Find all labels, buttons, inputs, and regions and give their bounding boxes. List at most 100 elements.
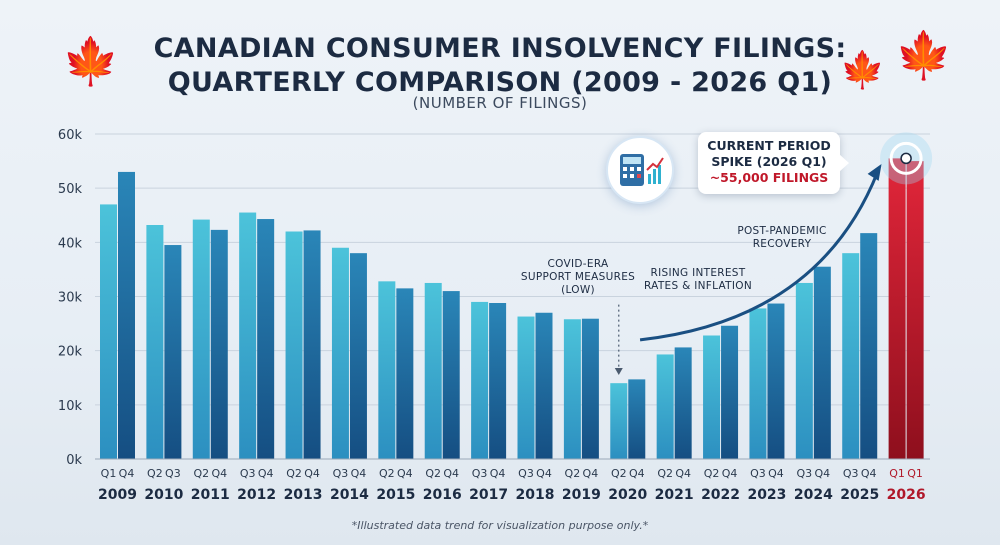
bar (628, 379, 646, 459)
year-label: 2015 (376, 487, 415, 503)
covid-line1: COVID-ERA (547, 258, 609, 270)
quarter-label: Q3 (518, 467, 534, 480)
quarter-label: Q3 (843, 467, 859, 480)
quarter-label: Q3 (796, 467, 812, 480)
bar (517, 316, 535, 459)
quarter-label: Q4 (861, 467, 877, 480)
bar (349, 253, 367, 459)
bar (257, 219, 275, 459)
year-label: 2025 (840, 487, 879, 503)
chart-title: CANADIAN CONSUMER INSOLVENCY FILINGS: QU… (0, 32, 1000, 100)
quarter-label: Q2 (704, 467, 720, 480)
bar (489, 303, 507, 459)
quarter-label: Q4 (629, 467, 645, 480)
quarter-label: Q1 (907, 467, 923, 480)
year-label: 2020 (608, 487, 647, 503)
bar (239, 212, 257, 459)
quarter-label: Q4 (443, 467, 459, 480)
chart-title-line1: CANADIAN CONSUMER INSOLVENCY FILINGS: (153, 33, 847, 64)
bar (396, 288, 414, 459)
quarter-label: Q2 (147, 467, 163, 480)
bar (118, 171, 135, 459)
calculator-chart-icon (606, 136, 674, 204)
y-tick-label: 20k (58, 345, 83, 360)
quarter-label: Q4 (211, 467, 227, 480)
bar (842, 253, 860, 459)
recovery-annotation: POST-PANDEMIC RECOVERY (724, 225, 840, 251)
covid-annotation: COVID-ERA SUPPORT MEASURES (LOW) (520, 258, 636, 297)
footnote: *Illustrated data trend for visualizatio… (351, 519, 649, 532)
rates-line2: RATES & INFLATION (644, 280, 752, 292)
bar (703, 335, 721, 459)
year-label: 2016 (423, 487, 462, 503)
highlight-dot (900, 152, 912, 165)
bar (610, 383, 628, 459)
trend-arrow-head (867, 163, 882, 181)
year-label: 2013 (284, 487, 323, 503)
bar (285, 231, 303, 459)
quarter-label: Q4 (675, 467, 691, 480)
bar (674, 347, 692, 459)
quarter-label: Q4 (536, 467, 552, 480)
y-tick-label: 10k (58, 399, 83, 414)
bar (656, 354, 674, 459)
quarter-label: Q2 (379, 467, 395, 480)
quarter-label: Q3 (165, 467, 181, 480)
quarter-label: Q4 (258, 467, 274, 480)
y-tick-label: 60k (58, 128, 83, 143)
quarter-label: Q3 (240, 467, 256, 480)
year-label: 2024 (794, 487, 833, 503)
bar (563, 319, 581, 459)
quarter-label: Q2 (425, 467, 441, 480)
bar (210, 229, 228, 459)
quarter-label: Q4 (768, 467, 784, 480)
rates-annotation: RISING INTEREST RATES & INFLATION (640, 267, 756, 293)
quarter-label: Q2 (657, 467, 673, 480)
year-label: 2023 (747, 487, 786, 503)
year-label: 2022 (701, 487, 740, 503)
quarter-label: Q4 (351, 467, 367, 480)
bar (424, 282, 442, 459)
trend-arrow (639, 171, 880, 342)
bar (146, 225, 164, 459)
maple-leaf-icon: 🍁 (62, 34, 120, 88)
callout-line2: SPIKE (2026 Q1) (711, 154, 827, 169)
quarter-label: Q2 (193, 467, 209, 480)
year-label: 2009 (98, 487, 137, 503)
year-label: 2026 (887, 487, 926, 503)
year-label: 2021 (655, 487, 694, 503)
quarter-label: Q3 (750, 467, 766, 480)
chart-title-line2: QUARTERLY COMPARISON (2009 - 2026 Q1) (167, 67, 833, 98)
bar (860, 233, 878, 459)
quarter-label: Q2 (565, 467, 581, 480)
quarter-label: Q4 (583, 467, 599, 480)
callout-line1: CURRENT PERIOD (707, 138, 831, 153)
quarter-label: Q3 (333, 467, 349, 480)
quarter-label: Q4 (304, 467, 320, 480)
callout-value: ~55,000 FILINGS (709, 170, 829, 185)
quarter-label: Q4 (119, 467, 135, 480)
y-tick-label: 50k (58, 182, 83, 197)
bar (813, 266, 831, 459)
quarter-label: Q2 (611, 467, 627, 480)
bar (906, 161, 924, 460)
bar (795, 282, 813, 459)
bar (192, 219, 210, 459)
maple-leaf-icon: 🍁 (840, 50, 885, 91)
bar (888, 158, 906, 459)
bar (581, 318, 599, 459)
covid-pointer-head (614, 368, 623, 376)
bar (164, 245, 182, 459)
year-label: 2011 (191, 487, 230, 503)
quarter-label: Q4 (814, 467, 830, 480)
chart-subtitle: (NUMBER OF FILINGS) (412, 94, 588, 112)
recovery-line2: RECOVERY (752, 238, 812, 250)
covid-line2: SUPPORT MEASURES (520, 271, 636, 283)
quarter-label: Q1 (101, 467, 117, 480)
quarter-label: Q4 (490, 467, 506, 480)
bar (100, 204, 117, 459)
quarter-label: Q1 (889, 467, 905, 480)
year-label: 2017 (469, 487, 508, 503)
bar (471, 301, 489, 459)
